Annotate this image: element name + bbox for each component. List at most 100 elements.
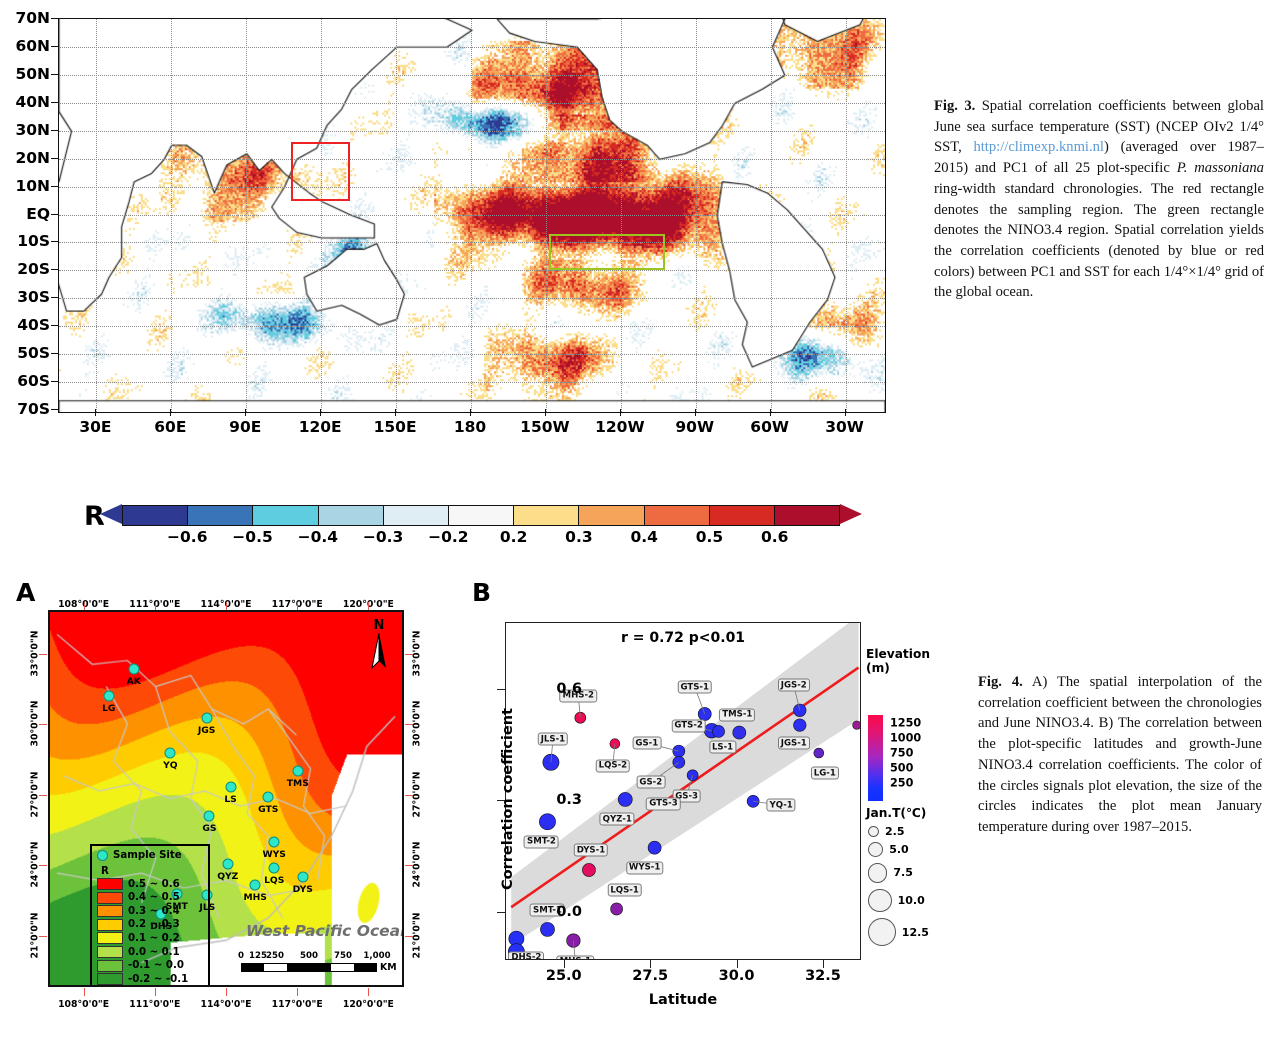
scatter-point[interactable] — [672, 744, 686, 758]
latitude-tick — [51, 297, 58, 299]
sample-site-label: MHS — [243, 892, 267, 904]
sample-site-dot[interactable] — [203, 810, 215, 822]
scatter-point[interactable] — [712, 725, 725, 738]
figure-3-caption-part2: ) (averaged over 1987–2015) and PC1 of a… — [934, 139, 1264, 177]
sample-site-dot[interactable] — [164, 747, 176, 759]
scalebar-tick-label: 1,000 — [363, 951, 391, 961]
elevation-legend-title-line1: Elevation — [866, 647, 930, 661]
sample-site-dot[interactable] — [297, 871, 309, 883]
size-legend-circle — [868, 918, 896, 946]
colorbar-segment — [188, 506, 254, 525]
scatter-point[interactable] — [582, 863, 596, 877]
colorbar-segment — [318, 506, 384, 525]
latitude-gridline — [59, 354, 885, 356]
size-legend-row: 7.5 — [868, 863, 913, 883]
scatter-point-label: SMT-1 — [530, 903, 565, 917]
colorbar-title: R — [84, 501, 105, 532]
scatter-point[interactable] — [686, 769, 699, 782]
longitude-tick — [395, 409, 397, 416]
latitude-tick — [51, 101, 58, 103]
sample-site-dot[interactable] — [268, 836, 280, 848]
colorbar-right-arrow — [840, 504, 862, 524]
sample-site-dot[interactable] — [103, 690, 115, 702]
sample-site-dot[interactable] — [201, 712, 213, 724]
size-legend-label: 12.5 — [901, 925, 929, 939]
size-legend-row: 12.5 — [868, 918, 929, 946]
sample-site-dot[interactable] — [128, 663, 140, 675]
confidence-band — [511, 623, 859, 946]
latitude-tick-label: 10S — [17, 232, 50, 251]
figure-3: 70N 60N 50N 40N 30N 20N 10N EQ 10S 20S 30S 40S 50S 60… — [0, 0, 1264, 560]
x-axis-tick-label: 27.5 — [632, 968, 669, 984]
scatter-point[interactable] — [574, 711, 587, 724]
scatter-point[interactable] — [539, 813, 556, 831]
sample-site-dot[interactable] — [225, 781, 237, 793]
sample-site-dot[interactable] — [171, 888, 183, 900]
latitude-tick-label: EQ — [26, 204, 50, 223]
scatter-point[interactable] — [746, 794, 760, 808]
sample-site-label: DYS — [292, 883, 313, 895]
latitude-tick — [51, 129, 58, 131]
legend-class-swatch — [97, 905, 123, 918]
latitude-gridline — [59, 382, 885, 384]
map-a-latitude-tick — [39, 935, 47, 937]
map-a-latitude-tick — [405, 653, 413, 655]
sample-site-dot[interactable] — [201, 889, 213, 901]
legend-class-label: 0.4 ~ 0.5 — [128, 892, 180, 904]
longitude-tick — [694, 409, 696, 416]
scatter-point[interactable] — [793, 703, 807, 717]
sample-site-dot[interactable] — [268, 862, 280, 873]
legend-class-row: 0.0 ~ 0.1 — [97, 946, 180, 958]
legend-class-label: 0.2 ~ 0.3 — [128, 919, 180, 931]
latitude-gridline — [59, 186, 885, 188]
sample-site-dot[interactable] — [262, 791, 274, 803]
sample-site-dot[interactable] — [222, 858, 234, 870]
scatter-point[interactable] — [542, 753, 560, 771]
map-a-latitude-label: 27°0'0"N — [411, 771, 423, 818]
map-a-longitude-tick — [297, 988, 299, 996]
elevation-legend-label: 1250 — [890, 716, 922, 730]
longitude-tick — [544, 409, 546, 416]
legend-class-row: 0.5 ~ 0.6 — [97, 878, 180, 890]
scatter-point[interactable] — [672, 755, 686, 769]
sample-site-dot[interactable] — [292, 765, 304, 777]
sst-correlation-raster — [59, 19, 885, 412]
figure-4-panel-a: A AK LG JGS YQ TMS LS GTS GS WYS QYZ LQS DYS MHS JLS S… — [14, 576, 462, 1031]
map-a-latitude-tick — [405, 865, 413, 867]
scatter-point[interactable] — [813, 747, 825, 759]
climexp-link[interactable]: http://climexp.knmi.nl — [973, 139, 1104, 156]
latitude-tick — [51, 18, 58, 19]
scatter-point-label: MHS-2 — [559, 689, 598, 703]
legend-class-swatch — [97, 918, 123, 931]
scatter-point[interactable] — [617, 792, 633, 807]
sample-site-label: SMT — [165, 901, 188, 913]
legend-class-row: 0.4 ~ 0.5 — [97, 891, 180, 904]
colorbar-segment — [709, 506, 775, 525]
scatter-point[interactable] — [540, 922, 555, 937]
sample-site-label: GS — [202, 823, 217, 835]
scatter-point[interactable] — [732, 725, 747, 740]
colorbar-tick-label: 0.4 — [630, 528, 658, 546]
scatter-point-label: GS-1 — [632, 736, 662, 750]
latitude-tick — [51, 45, 58, 47]
scatter-point[interactable] — [793, 718, 807, 732]
map-a-latitude-label: 21°0'0"N — [411, 912, 423, 959]
x-axis-tick — [650, 960, 652, 968]
latitude-tick-label: 70N — [15, 9, 50, 27]
scatter-point[interactable] — [610, 902, 623, 916]
scatter-point-label: DHS-2 — [508, 951, 545, 959]
figure-3-caption: Fig. 3. Spatial correlation coefficients… — [934, 96, 1264, 303]
sample-site-dot[interactable] — [249, 879, 261, 891]
sample-site-label: AK — [126, 676, 141, 688]
x-axis-tick-label: 32.5 — [805, 968, 841, 984]
latitude-gridline — [59, 298, 885, 300]
sample-site-dot-icon — [97, 850, 108, 861]
sample-site-dot[interactable] — [155, 908, 167, 920]
sample-site-label: WYS — [262, 849, 286, 861]
legend-class-row: 0.3 ~ 0.4 — [97, 905, 180, 918]
map-a-latitude-tick — [39, 794, 47, 796]
scatter-point[interactable] — [647, 840, 662, 855]
legend-class-label: 0.0 ~ 0.1 — [128, 946, 180, 958]
scatter-point[interactable] — [852, 720, 861, 730]
svg-text:N: N — [374, 618, 385, 633]
